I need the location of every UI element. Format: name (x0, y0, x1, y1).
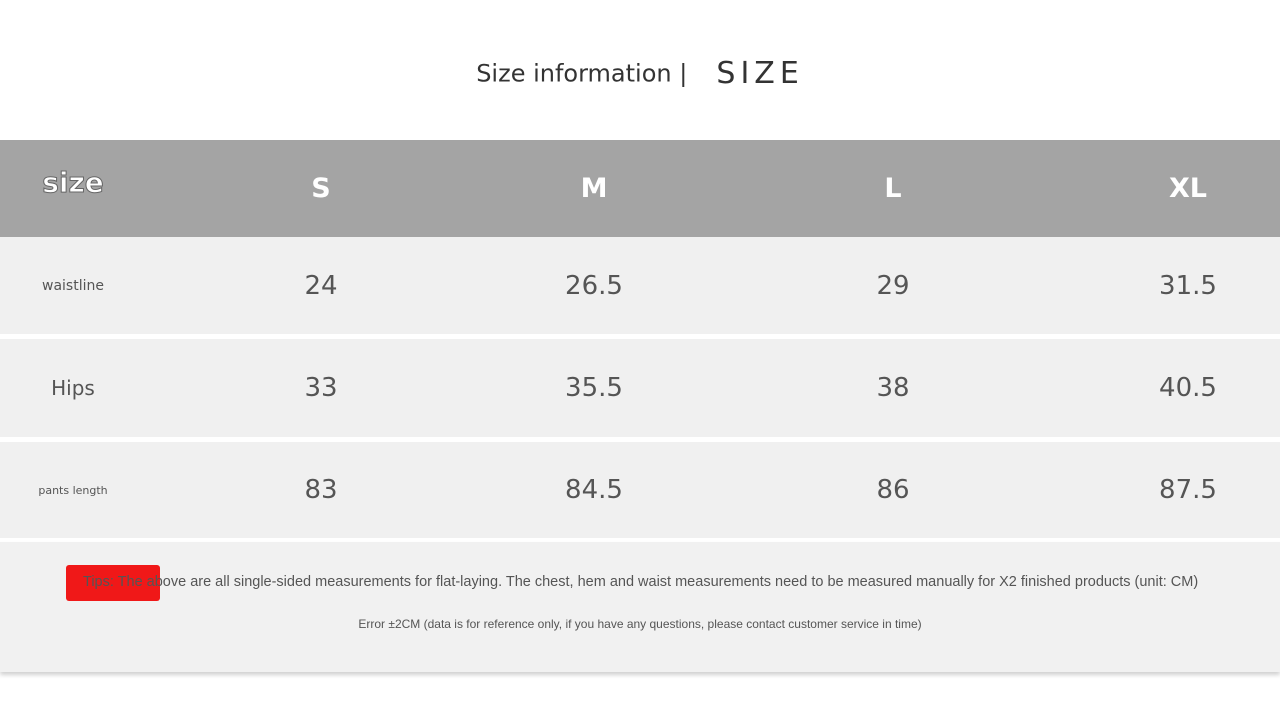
cell-value: 35.5 (565, 373, 623, 403)
table-header: size S M L XL (0, 140, 1280, 237)
header-xl: XL (1168, 173, 1208, 204)
cell-value: 87.5 (1159, 475, 1217, 505)
row-label: waistline (42, 277, 104, 294)
cell-value: 86 (876, 475, 910, 505)
table-row: Hips 33 35.5 38 40.5 (0, 339, 1280, 437)
table-row: pants length 83 84.5 86 87.5 (0, 442, 1280, 538)
tips-text: Tips: The above are all single-sided mea… (83, 574, 1199, 590)
title-size: SIZE (716, 56, 804, 91)
header-m: M (580, 173, 608, 204)
header-size: size (42, 166, 105, 200)
cell-value: 31.5 (1159, 270, 1217, 301)
header-s: S (311, 173, 331, 204)
error-note: Error ±2CM (data is for reference only, … (358, 617, 922, 631)
table-row: waistline 24 26.5 29 31.5 (0, 237, 1280, 334)
title-text: Size information | (476, 59, 688, 88)
tip-highlight (66, 565, 160, 601)
cell-value: 84.5 (565, 475, 623, 505)
cell-value: 83 (304, 475, 338, 505)
cell-value: 33 (304, 373, 338, 403)
row-label: Hips (51, 376, 95, 400)
cell-value: 38 (876, 373, 910, 403)
cell-value: 26.5 (565, 270, 623, 301)
cell-value: 24 (304, 270, 338, 301)
cell-value: 40.5 (1159, 373, 1217, 403)
header-l: L (884, 173, 902, 204)
cell-value: 29 (876, 270, 910, 301)
notes-panel: Tips: The above are all single-sided mea… (0, 542, 1280, 672)
row-label: pants length (38, 483, 108, 497)
page-title: Size information | SIZE (0, 56, 1280, 91)
